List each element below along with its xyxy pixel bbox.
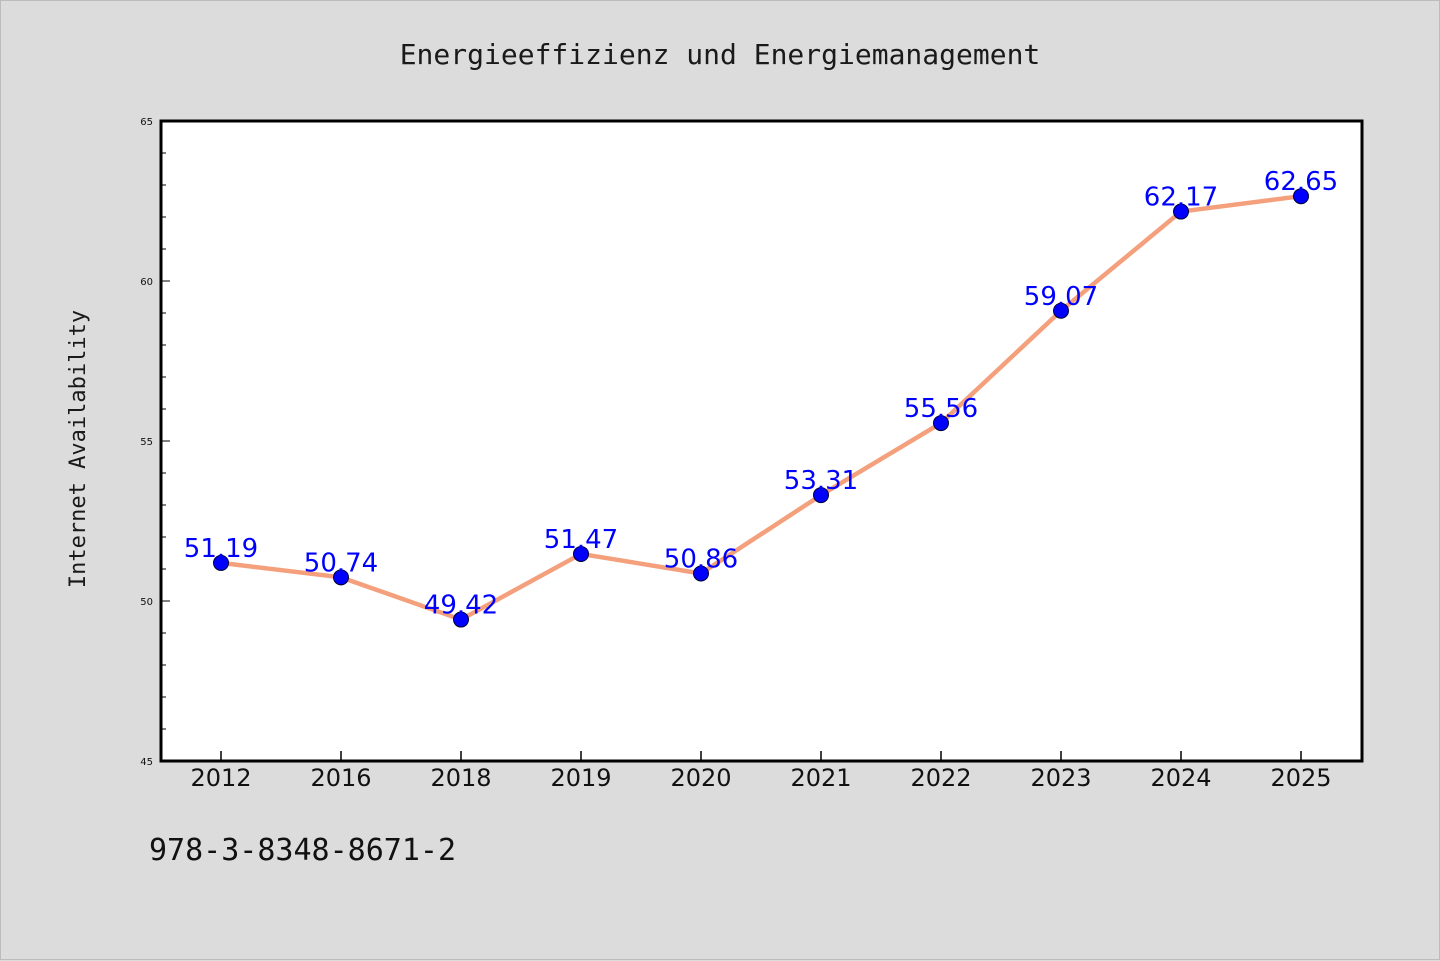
data-label: 55.56	[904, 394, 978, 424]
y-tick-label: 60	[140, 277, 153, 288]
data-label: 50.74	[304, 548, 378, 578]
data-point	[693, 565, 709, 582]
x-tick-label: 2021	[790, 764, 851, 792]
data-label: 59.07	[1024, 282, 1098, 312]
data-label: 51.19	[184, 534, 258, 564]
x-tick-label: 2020	[670, 764, 731, 792]
data-point	[1173, 203, 1189, 220]
x-tick-label: 2022	[910, 764, 971, 792]
x-axis-ticks: 2012 2016 2018 2019 2020 2021 2022 2023 2024 2025	[190, 751, 1332, 792]
x-tick-label: 2012	[190, 764, 251, 792]
series-line	[218, 193, 1304, 622]
data-point	[213, 554, 229, 571]
y-axis-label: Internet Availability	[66, 310, 91, 588]
x-tick-label: 2024	[1150, 764, 1211, 792]
x-tick-label: 2016	[310, 764, 371, 792]
data-label: 51.47	[544, 525, 618, 555]
data-label: 49.42	[424, 591, 498, 621]
series-layer	[213, 188, 1309, 628]
data-point	[453, 611, 469, 628]
data-label: 62.17	[1144, 183, 1218, 213]
x-tick-label: 2023	[1030, 764, 1091, 792]
data-point	[933, 415, 949, 432]
y-tick-label: 55	[140, 437, 153, 448]
data-point	[333, 569, 349, 586]
chart-title: Energieeffizienz und Energiemanagement	[400, 38, 1041, 71]
data-labels: 51.19 50.74 49.42 51.47 50.86 53.31 55.56 59.07…	[184, 167, 1338, 620]
data-point	[813, 487, 829, 504]
x-tick-label: 2025	[1270, 764, 1331, 792]
y-tick-label: 45	[140, 757, 153, 768]
y-tick-label: 65	[140, 117, 153, 128]
isbn-text: 978-3-8348-8671-2	[149, 833, 457, 868]
data-point	[1293, 188, 1309, 205]
x-tick-label: 2019	[550, 764, 611, 792]
x-tick-label: 2018	[430, 764, 491, 792]
y-tick-label: 50	[140, 597, 153, 608]
data-point	[1053, 302, 1069, 319]
data-label: 62.65	[1264, 167, 1338, 197]
plot-frame	[159, 119, 1364, 763]
data-label: 50.86	[664, 544, 738, 574]
data-point	[573, 545, 589, 562]
data-label: 53.31	[784, 466, 858, 496]
